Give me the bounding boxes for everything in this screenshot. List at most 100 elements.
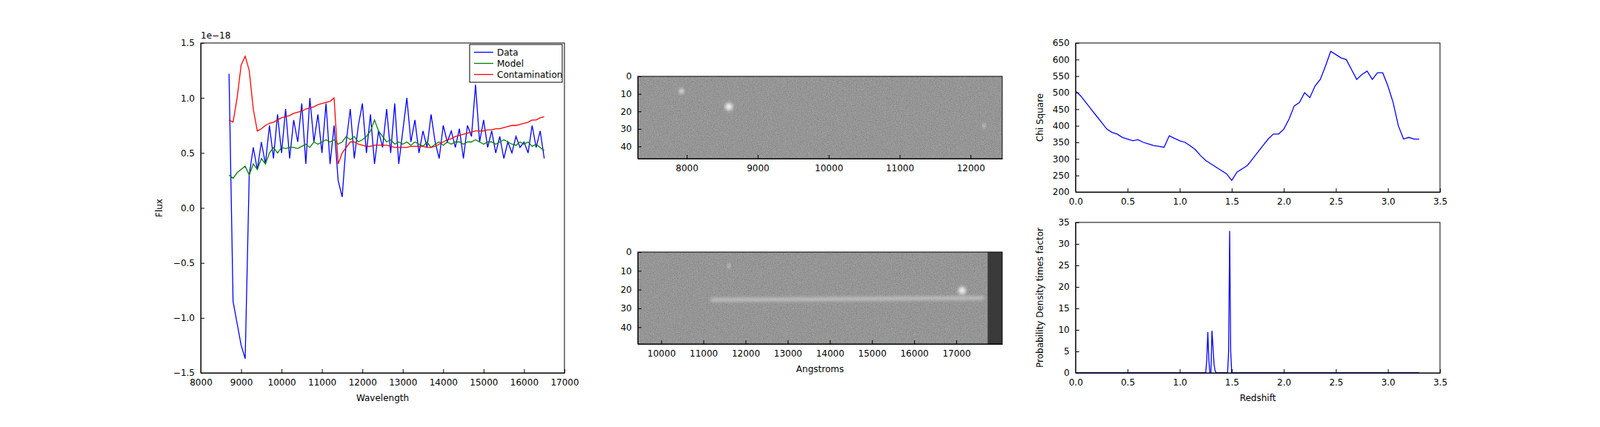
tick-mark (914, 340, 915, 344)
legend-swatch (474, 62, 494, 64)
tick-label: 2.0 (1277, 377, 1292, 388)
y-axis: 010203040 (620, 71, 642, 159)
tick-label: 12000 (957, 162, 986, 174)
tick-mark (1075, 108, 1080, 110)
x-axis-title: Angstroms (796, 363, 844, 375)
tick: 2.5 (1328, 188, 1343, 207)
tick-label: 3.0 (1381, 377, 1396, 388)
tick-label: 10000 (814, 162, 843, 174)
tick-mark (362, 368, 363, 373)
tick-label: 12000 (731, 348, 760, 359)
tick: 20 (620, 106, 642, 118)
tick-label: 25 (1058, 260, 1070, 271)
tick-mark (1075, 308, 1080, 309)
tick-label: 15 (1058, 302, 1070, 314)
series-line (1075, 51, 1420, 180)
tick: 2.5 (1328, 368, 1343, 388)
tick-label: 350 (1052, 137, 1070, 148)
panel: 0.00.51.01.52.02.53.03.505101520253035Re… (1034, 217, 1448, 403)
figure: 8000900010000110001200013000140001500016… (0, 0, 1600, 427)
tick: 15 (1058, 302, 1080, 314)
series-line (228, 74, 545, 359)
tick: 17000 (942, 340, 971, 359)
tick-label: 3.5 (1433, 196, 1448, 207)
tick-label: 1.5 (1225, 196, 1240, 207)
tick-mark (637, 94, 642, 95)
y-axis: 010203040 (620, 246, 642, 344)
tick-label: 13000 (774, 348, 803, 359)
tick-label: 3.5 (1433, 377, 1448, 388)
tick-label: 15000 (858, 348, 887, 359)
tick-mark (637, 308, 642, 309)
tick-label: 10 (620, 265, 632, 277)
tick: 25 (1058, 260, 1080, 271)
tick-label: 0.5 (180, 148, 195, 159)
tick-label: 16000 (510, 377, 539, 388)
tick-mark (200, 152, 205, 154)
tick-mark (241, 368, 243, 373)
tick-mark (1283, 368, 1285, 373)
tick-mark (200, 262, 205, 264)
tick-label: 10000 (647, 348, 676, 359)
tick-mark (1075, 243, 1080, 245)
tick: 10000 (647, 340, 676, 359)
image-spot (958, 286, 966, 295)
tick-mark (787, 340, 789, 344)
tick: 10 (620, 265, 642, 277)
tick-label: 11000 (885, 162, 915, 174)
tick-mark (1075, 329, 1080, 331)
plot-area (228, 56, 545, 359)
tick-mark (1231, 188, 1233, 192)
x-axis: 0.00.51.01.52.02.53.03.5 (1068, 368, 1448, 388)
y-axis-title: Chi Square (1034, 93, 1046, 142)
tick-label: 11000 (308, 377, 337, 388)
tick-label: 1.0 (1173, 377, 1188, 388)
legend: DataModelContamination (469, 44, 563, 83)
tick-mark (970, 154, 972, 159)
tick-label: 450 (1052, 104, 1070, 115)
tick-label: 0.0 (180, 202, 195, 214)
tick-label: 20 (620, 284, 632, 295)
tick-label: 17000 (550, 377, 579, 388)
tick-mark (757, 154, 759, 159)
tick-label: 14000 (816, 348, 845, 359)
plot-frame (1075, 222, 1440, 373)
plot-frame (1075, 42, 1440, 192)
tick: 2.0 (1277, 368, 1292, 388)
tick-mark (637, 326, 642, 328)
legend-label: Data (497, 47, 519, 58)
tick-label: 11000 (689, 348, 718, 359)
tick-mark (483, 368, 485, 373)
legend-swatch (474, 51, 494, 53)
plot-area (637, 251, 1003, 344)
tick-mark (1075, 351, 1080, 352)
tick-label: 30 (620, 123, 632, 135)
tick-mark (1075, 92, 1080, 94)
image-background (637, 76, 1003, 159)
y-axis: 05101520253035 (1058, 217, 1080, 378)
tick: 1.0 (1173, 188, 1188, 207)
tick-label: 250 (1052, 170, 1070, 181)
tick: 10 (1058, 324, 1080, 335)
tick-mark (1127, 368, 1129, 373)
tick-label: 650 (1052, 37, 1070, 49)
tick: 8000 (675, 154, 699, 174)
tick-label: 200 (1052, 186, 1070, 198)
tick-label: 5 (1063, 345, 1070, 357)
tick-mark (1075, 286, 1080, 288)
tick-label: 0.0 (1068, 377, 1083, 388)
tick: 16000 (510, 368, 539, 388)
x-axis-title: Redshift (1240, 392, 1277, 403)
plot-frame (637, 251, 1003, 344)
image-spot (982, 124, 986, 128)
tick: 10000 (268, 368, 297, 388)
y-axis: −1.5−1.0−0.50.00.51.01.5 (173, 37, 205, 378)
tick: 11000 (885, 154, 915, 174)
tick-label: 20 (1058, 281, 1070, 292)
tick-label: 1.5 (1225, 377, 1240, 388)
tick-label: 17000 (942, 348, 971, 359)
panel: 0.00.51.01.52.02.53.03.52002503003504004… (1034, 37, 1448, 206)
axis-offset-label: 1e−18 (200, 30, 231, 41)
tick-label: 0.5 (1120, 196, 1135, 207)
image-spot (727, 264, 731, 268)
